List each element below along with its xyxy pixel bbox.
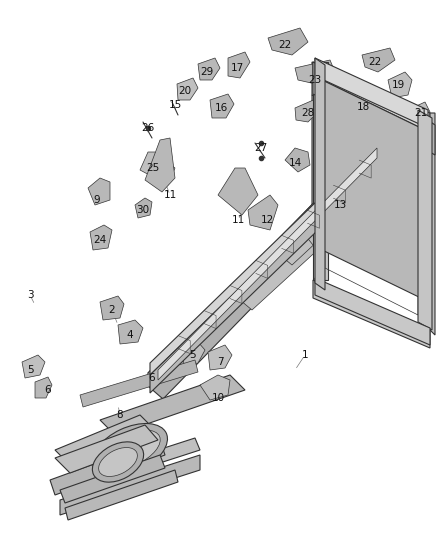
Text: 11: 11 <box>163 190 177 200</box>
Polygon shape <box>55 415 155 465</box>
Polygon shape <box>35 377 52 398</box>
Polygon shape <box>312 62 418 145</box>
Text: 26: 26 <box>141 123 155 133</box>
Polygon shape <box>208 345 232 370</box>
Text: 5: 5 <box>189 350 195 360</box>
Polygon shape <box>148 158 385 399</box>
Polygon shape <box>140 152 175 185</box>
Text: 22: 22 <box>279 40 292 50</box>
Polygon shape <box>198 58 220 80</box>
Polygon shape <box>100 296 124 320</box>
Polygon shape <box>150 147 385 393</box>
Polygon shape <box>22 355 45 378</box>
Text: 10: 10 <box>212 393 225 403</box>
Polygon shape <box>148 145 370 386</box>
Polygon shape <box>313 280 430 348</box>
Polygon shape <box>315 58 325 290</box>
Polygon shape <box>362 48 395 72</box>
Text: 29: 29 <box>200 67 214 77</box>
Text: 27: 27 <box>254 143 268 153</box>
Text: 25: 25 <box>146 163 159 173</box>
Polygon shape <box>313 62 328 280</box>
Polygon shape <box>268 28 308 55</box>
Text: 4: 4 <box>127 330 133 340</box>
Polygon shape <box>55 425 158 473</box>
Polygon shape <box>200 375 230 400</box>
Polygon shape <box>325 95 405 278</box>
Text: 18: 18 <box>357 102 370 112</box>
Polygon shape <box>240 192 370 310</box>
Polygon shape <box>313 62 418 145</box>
Polygon shape <box>60 455 200 515</box>
Polygon shape <box>218 168 258 215</box>
Polygon shape <box>318 65 425 130</box>
Text: 24: 24 <box>93 235 106 245</box>
Polygon shape <box>60 455 165 503</box>
Polygon shape <box>65 438 200 492</box>
Text: 9: 9 <box>94 195 100 205</box>
Text: 6: 6 <box>45 385 51 395</box>
Polygon shape <box>285 148 310 172</box>
Ellipse shape <box>92 442 144 482</box>
Text: 30: 30 <box>137 205 149 215</box>
Text: 17: 17 <box>230 63 244 73</box>
Polygon shape <box>148 145 385 386</box>
Text: 28: 28 <box>301 108 314 118</box>
Text: 6: 6 <box>148 373 155 383</box>
Polygon shape <box>135 198 152 218</box>
Polygon shape <box>158 148 377 380</box>
Polygon shape <box>305 127 428 245</box>
Polygon shape <box>412 102 430 125</box>
Polygon shape <box>118 320 143 344</box>
Text: 13: 13 <box>333 200 346 210</box>
Polygon shape <box>280 148 407 265</box>
Polygon shape <box>430 113 435 335</box>
Text: 5: 5 <box>27 365 33 375</box>
Polygon shape <box>325 75 405 140</box>
Text: 12: 12 <box>260 215 274 225</box>
Polygon shape <box>210 94 234 118</box>
Polygon shape <box>348 95 375 118</box>
Polygon shape <box>295 98 322 122</box>
Polygon shape <box>182 342 205 365</box>
Polygon shape <box>315 58 428 128</box>
Polygon shape <box>150 135 385 375</box>
Text: 14: 14 <box>288 158 302 168</box>
Text: 19: 19 <box>392 80 405 90</box>
Ellipse shape <box>100 430 160 470</box>
Polygon shape <box>145 138 175 192</box>
Text: 3: 3 <box>27 290 33 300</box>
Text: 11: 11 <box>231 215 245 225</box>
Text: 1: 1 <box>302 350 308 360</box>
Polygon shape <box>80 360 198 407</box>
Polygon shape <box>90 225 112 250</box>
Text: 20: 20 <box>178 86 191 96</box>
Polygon shape <box>50 440 165 495</box>
Polygon shape <box>295 60 335 85</box>
Text: 21: 21 <box>414 108 427 118</box>
Polygon shape <box>248 195 278 230</box>
Polygon shape <box>388 72 412 98</box>
Polygon shape <box>318 78 425 300</box>
Polygon shape <box>328 190 350 215</box>
Polygon shape <box>418 110 432 330</box>
Polygon shape <box>312 95 418 290</box>
Polygon shape <box>65 470 178 520</box>
Text: 7: 7 <box>217 357 223 367</box>
Polygon shape <box>177 78 198 100</box>
Text: 2: 2 <box>109 305 115 315</box>
Polygon shape <box>315 278 430 345</box>
Ellipse shape <box>92 424 167 477</box>
Polygon shape <box>88 178 110 205</box>
Text: 23: 23 <box>308 75 321 85</box>
Polygon shape <box>228 52 250 78</box>
Ellipse shape <box>99 448 138 477</box>
Text: 15: 15 <box>168 100 182 110</box>
Polygon shape <box>100 375 245 435</box>
Polygon shape <box>418 113 435 155</box>
Text: 22: 22 <box>368 57 381 67</box>
Text: 16: 16 <box>214 103 228 113</box>
Text: 8: 8 <box>117 410 124 420</box>
Polygon shape <box>313 62 430 131</box>
